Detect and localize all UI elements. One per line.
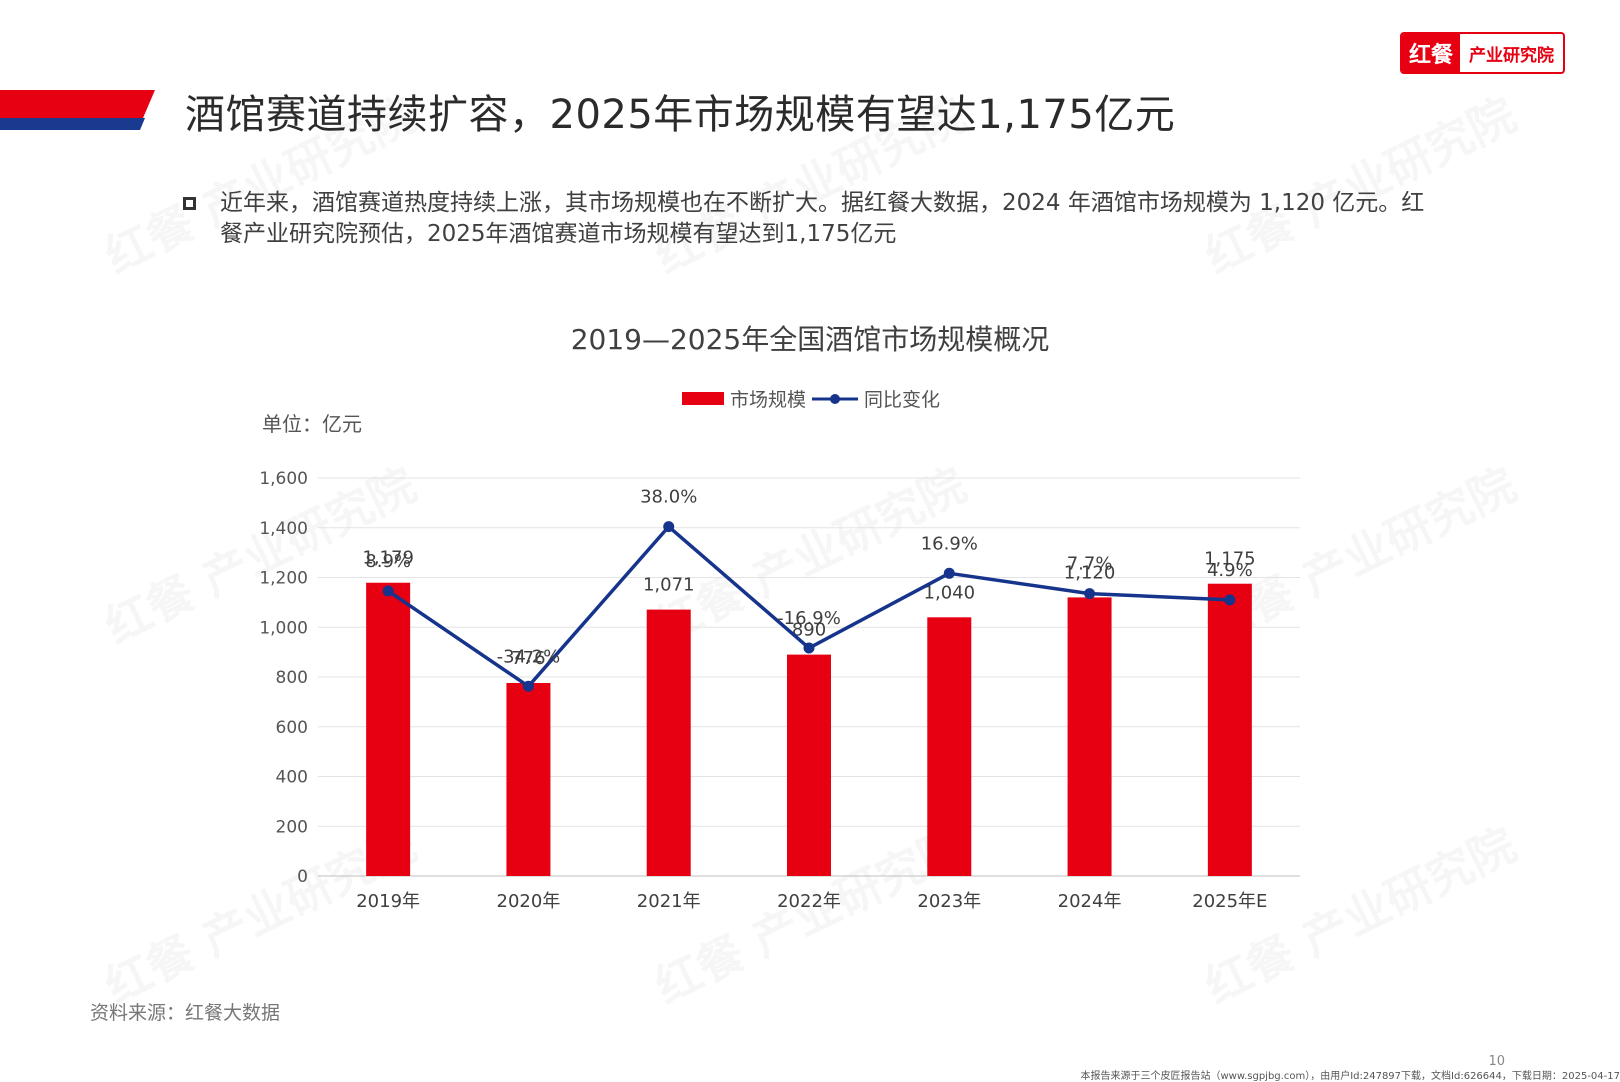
yoy-point [522,680,534,692]
bar-value-label: 1,071 [643,575,695,596]
x-tick-label: 2024年 [1058,891,1122,912]
yoy-point [943,567,955,579]
legend-bar-swatch [682,392,724,405]
x-tick-label: 2022年 [777,891,841,912]
chart-legend: 市场规模 同比变化 [682,385,940,412]
yoy-value-label: 8.9% [365,551,411,572]
legend-label-line: 同比变化 [864,389,941,411]
page-title: 酒馆赛道持续扩容，2025年市场规模有望达1,175亿元 [185,92,1176,138]
bar-value-label: 776 [511,648,545,669]
bar-value-label: 1,175 [1204,549,1256,570]
legend-label-bar: 市场规模 [730,389,807,411]
yoy-value-label: -16.9% [777,608,841,629]
bar [927,617,972,876]
y-tick-label: 1,600 [259,469,308,489]
logo-text: 产业研究院 [1469,45,1554,66]
y-tick-label: 0 [297,867,308,887]
y-tick-label: 1,000 [259,618,308,638]
yoy-point [382,585,394,597]
yoy-value-label: 4.9% [1207,560,1253,581]
yoy-value-label: 38.0% [640,487,697,508]
bar [506,682,551,876]
legend-item-bar: 市场规模 [682,385,806,412]
yoy-value-label: 16.9% [921,533,978,554]
bar [1207,583,1252,876]
bar [366,582,411,876]
chart-title: 2019—2025年全国酒馆市场规模概况 [570,323,1050,356]
y-tick-label: 200 [276,817,308,837]
logo: 红餐 产业研究院 [1400,32,1565,74]
yoy-point [1224,594,1236,606]
y-tick-label: 1,400 [259,519,308,539]
chart-unit-label: 单位：亿元 [262,412,362,436]
yoy-value-label: 7.7% [1067,554,1113,575]
header-accent-bar [0,90,155,130]
legend-item-line: 同比变化 [812,385,940,412]
yoy-point [663,521,675,533]
x-tick-label: 2020年 [497,891,561,912]
y-tick-label: 400 [276,768,308,788]
bar [787,654,831,876]
x-tick-label: 2019年 [356,891,420,912]
page-number: 10 [1488,1054,1505,1069]
download-footer-note: 本报告来源于三个皮匠报告站（www.sgpjbg.com），由用户Id:2478… [1080,1071,1620,1082]
y-tick-label: 600 [276,718,308,738]
y-tick-label: 1,200 [259,569,308,589]
bar-value-label: 1,179 [362,548,414,569]
legend-line-swatch [812,393,859,404]
source-note: 资料来源：红餐大数据 [90,1002,281,1024]
bar-value-label: 890 [792,620,826,641]
x-tick-label: 2021年 [637,891,701,912]
bar [1067,597,1112,876]
logo-mark: 红餐 [1402,34,1460,72]
y-tick-label: 800 [276,668,308,688]
x-tick-label: 2023年 [917,891,981,912]
yoy-point [803,642,815,654]
yoy-point [1084,588,1096,600]
yoy-value-label: -34.2% [497,646,561,667]
bar-value-label: 1,040 [924,582,976,603]
intro-paragraph: 近年来，酒馆赛道热度持续上涨，其市场规模也在不断扩大。据红餐大数据，2024 年… [220,190,1425,247]
x-tick-label: 2025年E [1192,891,1267,912]
bar-value-label: 1,120 [1064,562,1116,583]
bullet-square-icon [183,197,196,210]
bar [646,609,691,876]
